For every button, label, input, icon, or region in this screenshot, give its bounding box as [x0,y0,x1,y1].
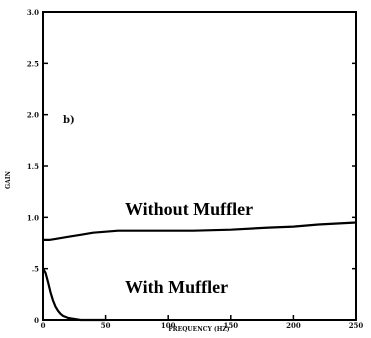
x-tick-label: 250 [349,321,364,330]
y-axis-title: GAIN [5,170,12,189]
x-tick-label: 50 [101,321,111,330]
series-line-without-muffler [43,221,357,241]
y-tick-label: 2.0 [27,111,39,120]
y-tick-label: 1.0 [27,213,39,222]
panel-label: b) [63,115,75,126]
series-label-without-muffler: Without Muffler [125,199,253,219]
y-tick-label: 2.5 [27,59,39,68]
chart-labels: b) GAIN FREQUENCY (HZ) Without Muffler W… [5,115,253,333]
series-line-with-muffler [42,268,106,322]
x-tick-label: 200 [286,321,301,330]
y-tick-label: 0 [34,316,39,325]
x-axis-title: FREQUENCY (HZ) [168,326,229,333]
plot-frame [42,11,357,321]
x-tick-label: 150 [223,321,238,330]
y-tick-label: .5 [32,265,39,274]
y-tick-label: 3.0 [27,8,39,17]
series-label-with-muffler: With Muffler [125,277,228,297]
y-tick-label: 1.5 [27,162,39,171]
series-lines [42,221,357,322]
x-tick-label: 0 [41,321,46,330]
x-tick-label: 100 [161,321,176,330]
plot-axes: 0 .5 1.0 1.5 2.0 2.5 3.0 0 50 100 150 200 250 [27,8,364,330]
